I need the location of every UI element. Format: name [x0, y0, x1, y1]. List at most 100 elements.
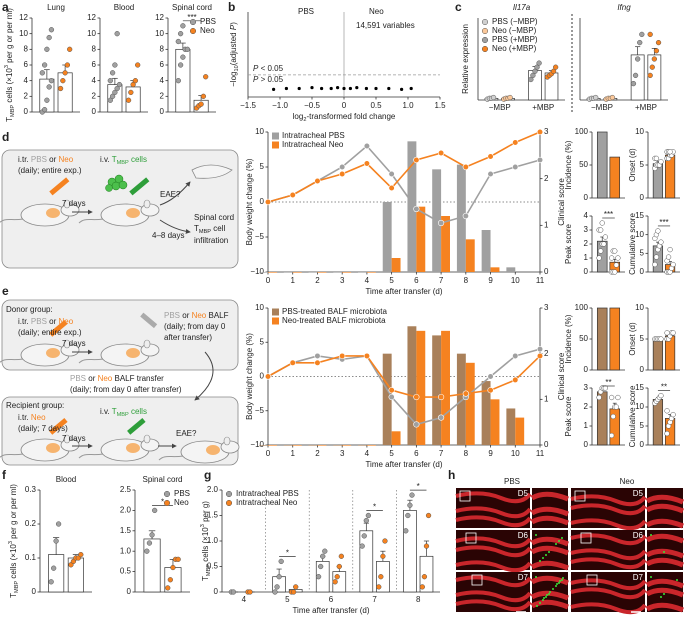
image-row-label: D5: [518, 489, 529, 498]
data-point: [534, 64, 540, 70]
data-point: [348, 86, 352, 91]
tissue: [530, 536, 569, 547]
data-point: [130, 81, 136, 88]
panel-label: f: [2, 468, 7, 482]
bar: [333, 272, 343, 273]
line-point: [437, 393, 445, 401]
y-tick-label: 8: [92, 44, 97, 53]
tissue: [530, 515, 569, 526]
line-point: [388, 387, 395, 394]
bar: [515, 417, 525, 445]
data-point: [382, 538, 388, 544]
tissue: [645, 494, 684, 505]
legend-marker: [481, 27, 489, 35]
text-part: 4–8 days: [152, 231, 184, 240]
panel-label: e: [2, 284, 9, 298]
text-part: T: [5, 117, 14, 122]
text-part: cells: [129, 407, 147, 416]
y-tick-label: 0: [160, 107, 165, 116]
diagram-text: Donor group:: [6, 305, 53, 314]
data-point: [387, 86, 391, 91]
data-point: [365, 512, 372, 519]
tissue: [530, 506, 569, 517]
data-point: [405, 512, 411, 519]
x-tick-label: 9: [488, 276, 493, 285]
bar: [268, 272, 277, 273]
bar: [382, 202, 392, 272]
data-point: [336, 86, 340, 90]
line-point: [462, 212, 469, 220]
data-point: [109, 93, 116, 99]
legend-marker: [481, 36, 489, 44]
cell-signal: [660, 596, 662, 598]
text-part: MBP: [206, 564, 212, 576]
line-point: [437, 414, 445, 421]
x-axis-label: Time after transfer (d): [365, 287, 442, 296]
x-tick-label: 3: [340, 276, 345, 285]
y-tick-label: 100: [575, 127, 589, 136]
arrow: [194, 351, 214, 401]
y-tick-label: 2: [160, 91, 165, 100]
text-part: (adjusted: [229, 30, 238, 65]
y-tick-label: 0: [214, 587, 219, 596]
line-point: [462, 163, 469, 171]
data-point: [114, 85, 120, 92]
axis-label: TMBP cells (×103 per g): [200, 501, 212, 581]
line-point: [512, 139, 519, 146]
panel-label: b: [228, 0, 235, 14]
legend-marker: [225, 499, 233, 507]
text-part: per g or per ml): [5, 8, 14, 65]
data-point: [536, 60, 542, 66]
text-part: Incidence (%): [564, 140, 573, 189]
text-part: Neo: [58, 317, 73, 326]
bar: [259, 272, 268, 273]
x-tick-label: 8: [464, 276, 469, 285]
panel-label: d: [2, 130, 9, 144]
bar: [490, 399, 500, 445]
data-point: [67, 46, 73, 52]
bar: [283, 445, 293, 446]
x-tick-label: −MBP: [489, 103, 511, 112]
x-axis-label: Time after transfer (d): [365, 460, 442, 469]
data-point: [135, 62, 141, 68]
text-part: 3: [200, 524, 206, 527]
x-tick-label: 4: [242, 595, 247, 604]
x-axis-label: log2-transformed fold change: [293, 112, 396, 123]
data-point: [602, 385, 609, 391]
data-point: [310, 86, 314, 90]
data-point: [376, 584, 382, 590]
bar: [432, 335, 442, 445]
threshold-label: P < 0.05: [253, 64, 284, 73]
axis-label: Incidence (%): [564, 140, 573, 189]
x-tick-label: 6: [414, 449, 419, 458]
text-part: 3: [4, 65, 10, 68]
text-part: -transformed fold change: [306, 112, 395, 121]
diagram-text: 4–8 days: [152, 231, 184, 240]
line-point: [512, 352, 519, 360]
data-point: [361, 533, 367, 539]
data-point: [177, 31, 184, 37]
zoom-box: [465, 532, 477, 544]
bar: [366, 272, 376, 273]
axis-label: Body weight change (%): [245, 158, 254, 245]
diagram-text: (daily; 7 days): [18, 424, 68, 433]
bar: [596, 131, 608, 199]
tissue: [645, 602, 684, 613]
y-tick-label: 3: [544, 303, 549, 312]
text-part: PBS: [70, 374, 86, 383]
text-part: or: [180, 311, 192, 320]
line-point: [536, 352, 544, 360]
text-part: infiltration: [194, 236, 228, 245]
data-point: [338, 553, 345, 559]
diagram-text: i.v. TMBP cells: [100, 155, 147, 166]
text-part: Peak score: [564, 396, 573, 437]
data-point: [409, 492, 415, 498]
chart-title: Blood: [56, 475, 76, 484]
data-point: [552, 64, 559, 70]
text-part: cells (×10: [201, 527, 210, 564]
data-point: [615, 394, 621, 401]
data-point: [198, 101, 204, 107]
text-part: P: [253, 64, 259, 73]
tissue: [570, 602, 647, 615]
y-tick-label: 2: [584, 239, 589, 248]
